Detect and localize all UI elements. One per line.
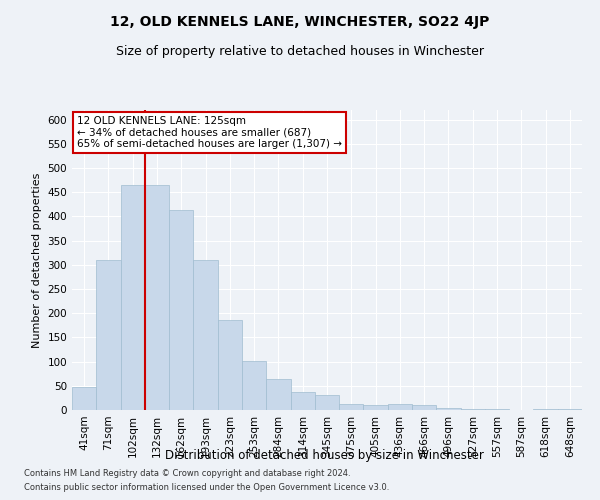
Bar: [533, 408, 558, 410]
Bar: [558, 408, 582, 410]
Text: 12, OLD KENNELS LANE, WINCHESTER, SO22 4JP: 12, OLD KENNELS LANE, WINCHESTER, SO22 4…: [110, 15, 490, 29]
Bar: [436, 408, 461, 410]
Bar: [339, 404, 364, 410]
Bar: [485, 408, 509, 410]
Bar: [193, 260, 218, 410]
Text: Size of property relative to detached houses in Winchester: Size of property relative to detached ho…: [116, 45, 484, 58]
Bar: [266, 378, 290, 410]
Text: Contains HM Land Registry data © Crown copyright and database right 2024.: Contains HM Land Registry data © Crown c…: [24, 468, 350, 477]
Bar: [72, 388, 96, 410]
Bar: [242, 360, 266, 410]
Bar: [364, 405, 388, 410]
Text: Contains public sector information licensed under the Open Government Licence v3: Contains public sector information licen…: [24, 484, 389, 492]
Bar: [121, 185, 145, 410]
Bar: [388, 404, 412, 410]
Bar: [290, 392, 315, 410]
Bar: [145, 185, 169, 410]
Bar: [315, 396, 339, 410]
Bar: [461, 408, 485, 410]
Bar: [412, 405, 436, 410]
Text: 12 OLD KENNELS LANE: 125sqm
← 34% of detached houses are smaller (687)
65% of se: 12 OLD KENNELS LANE: 125sqm ← 34% of det…: [77, 116, 342, 149]
Bar: [96, 260, 121, 410]
Y-axis label: Number of detached properties: Number of detached properties: [32, 172, 42, 348]
Text: Distribution of detached houses by size in Winchester: Distribution of detached houses by size …: [164, 448, 484, 462]
Bar: [169, 210, 193, 410]
Bar: [218, 320, 242, 410]
